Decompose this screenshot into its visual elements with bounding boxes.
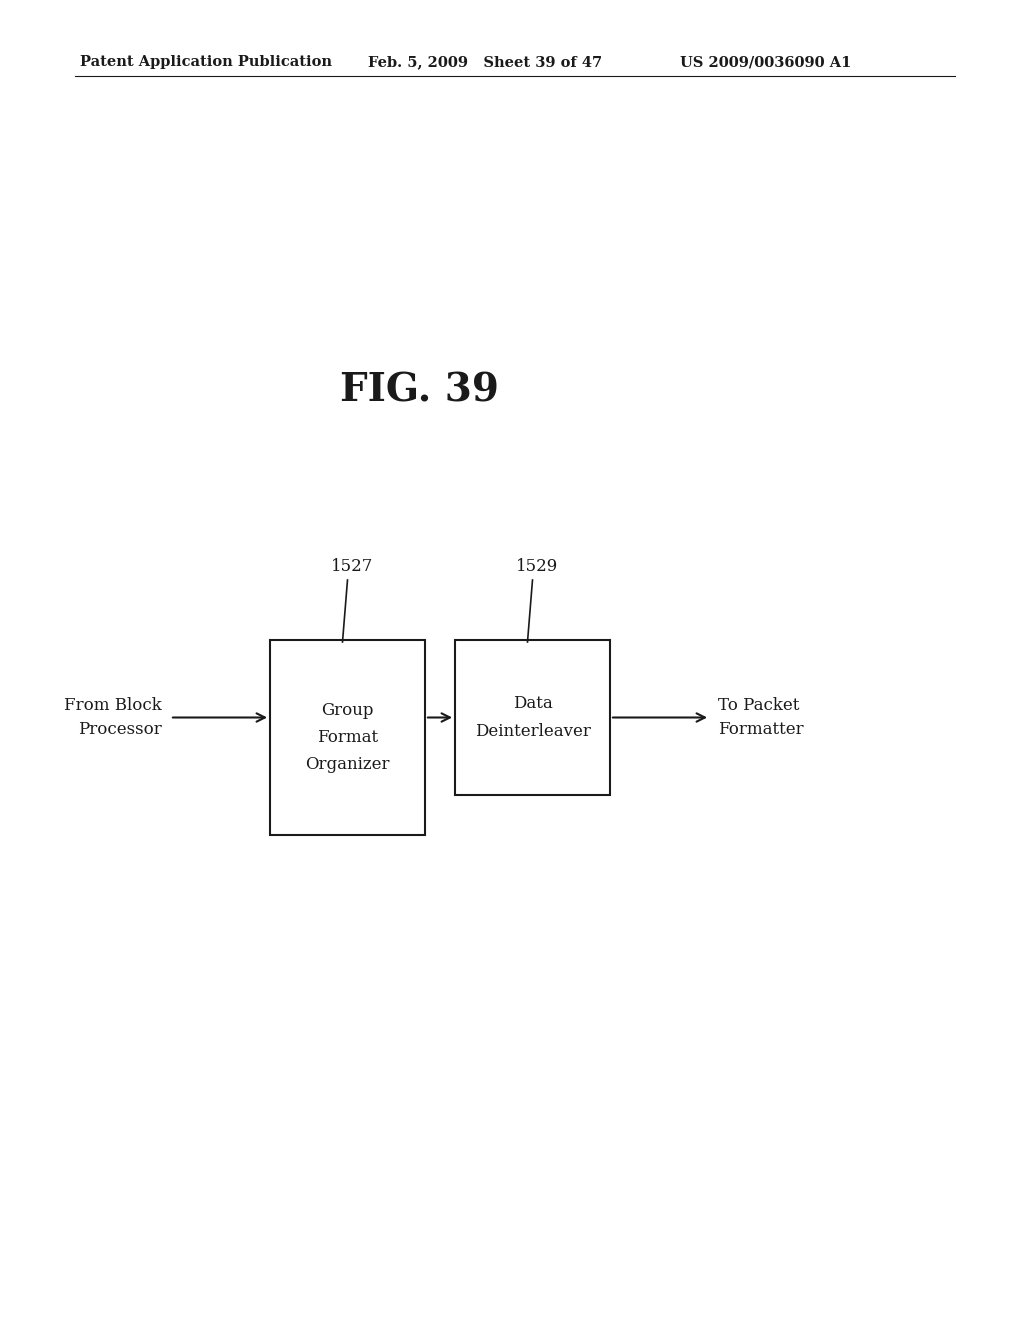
Bar — [455, 640, 610, 795]
Text: From Block
Processor: From Block Processor — [65, 697, 162, 738]
Text: Patent Application Publication: Patent Application Publication — [80, 55, 332, 69]
Text: 1529: 1529 — [516, 558, 559, 576]
Text: Data
Deinterleaver: Data Deinterleaver — [474, 696, 591, 739]
Text: FIG. 39: FIG. 39 — [341, 371, 500, 409]
Bar — [270, 640, 425, 836]
Text: To Packet
Formatter: To Packet Formatter — [718, 697, 804, 738]
Text: Group
Format
Organizer: Group Format Organizer — [305, 702, 390, 774]
Text: US 2009/0036090 A1: US 2009/0036090 A1 — [680, 55, 851, 69]
Text: Feb. 5, 2009   Sheet 39 of 47: Feb. 5, 2009 Sheet 39 of 47 — [368, 55, 602, 69]
Text: 1527: 1527 — [332, 558, 374, 576]
